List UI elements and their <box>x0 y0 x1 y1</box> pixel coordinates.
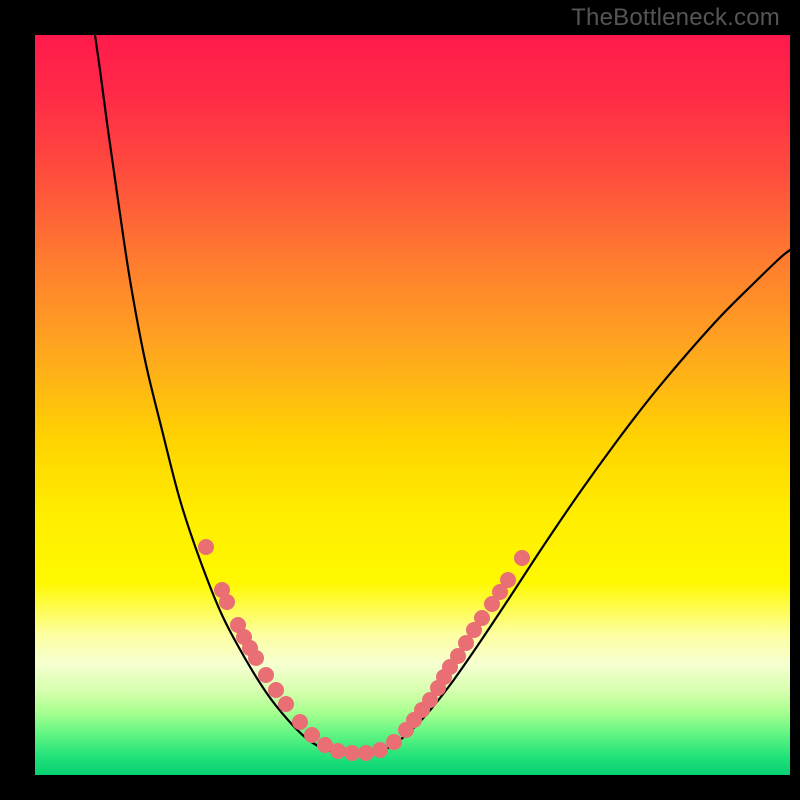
curve-marker <box>345 746 360 761</box>
curve-marker <box>451 649 466 664</box>
curve-marker <box>459 636 474 651</box>
curve-marker <box>501 573 516 588</box>
curve-marker <box>293 715 308 730</box>
curve-marker <box>220 595 235 610</box>
curve-marker <box>249 651 264 666</box>
curve-marker <box>259 668 274 683</box>
curve-marker <box>331 744 346 759</box>
curve-marker <box>279 697 294 712</box>
curve-marker <box>305 728 320 743</box>
watermark-text: TheBottleneck.com <box>571 4 780 32</box>
curve-marker <box>373 743 388 758</box>
curve-marker <box>199 540 214 555</box>
curve-marker <box>387 735 402 750</box>
curve-marker <box>269 683 284 698</box>
curve-markers <box>199 540 530 761</box>
v-curve-line <box>95 35 790 754</box>
chart-svg <box>0 0 800 800</box>
curve-marker <box>359 746 374 761</box>
curve-marker <box>475 611 490 626</box>
curve-marker <box>515 551 530 566</box>
chart-stage: TheBottleneck.com <box>0 0 800 800</box>
